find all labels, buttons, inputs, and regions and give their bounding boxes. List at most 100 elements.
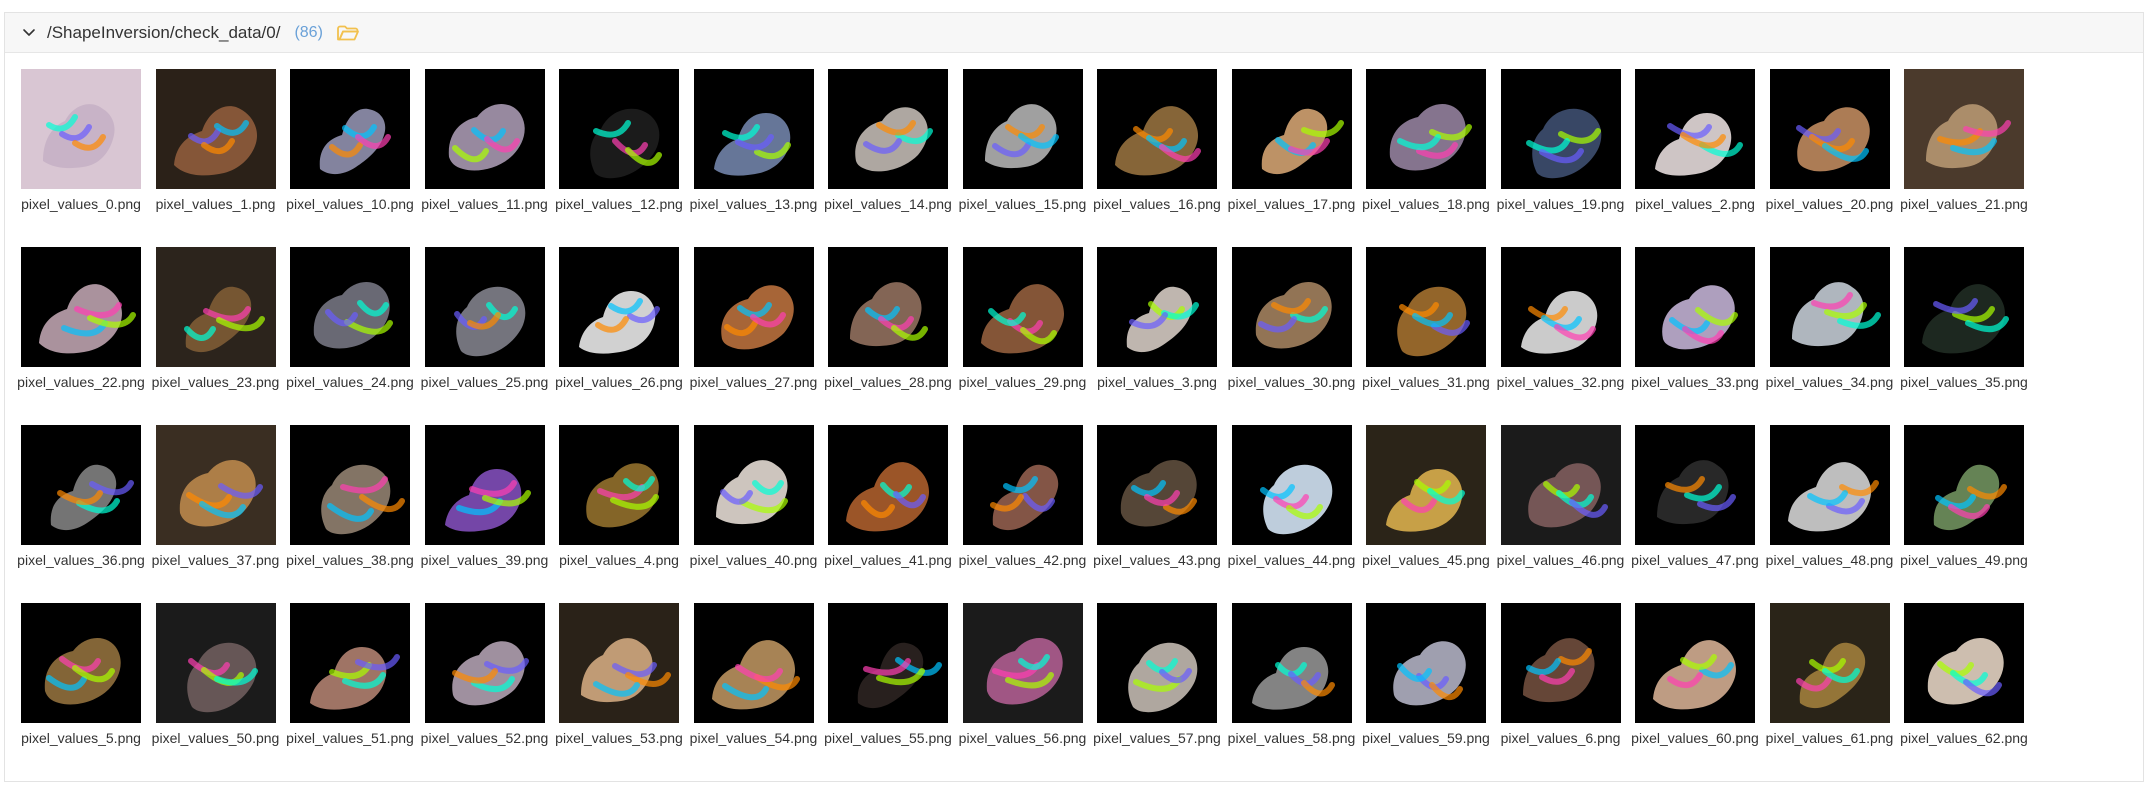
- image-thumbnail[interactable]: [424, 247, 545, 367]
- file-tile[interactable]: pixel_values_31.png: [1362, 247, 1490, 425]
- image-thumbnail[interactable]: [1500, 247, 1621, 367]
- file-tile[interactable]: pixel_values_49.png: [1900, 425, 2028, 603]
- image-thumbnail[interactable]: [962, 247, 1083, 367]
- image-thumbnail[interactable]: [1904, 247, 2024, 367]
- image-thumbnail[interactable]: [693, 425, 814, 545]
- file-tile[interactable]: pixel_values_36.png: [17, 425, 145, 603]
- file-tile[interactable]: pixel_values_62.png: [1900, 603, 2028, 781]
- file-tile[interactable]: pixel_values_22.png: [17, 247, 145, 425]
- image-thumbnail[interactable]: [1231, 603, 1352, 723]
- image-thumbnail[interactable]: [828, 247, 948, 367]
- file-tile[interactable]: pixel_values_11.png: [421, 69, 548, 247]
- image-thumbnail[interactable]: [559, 69, 679, 189]
- image-thumbnail[interactable]: [290, 69, 410, 189]
- image-thumbnail[interactable]: [1366, 425, 1486, 545]
- image-thumbnail[interactable]: [1635, 247, 1755, 367]
- image-thumbnail[interactable]: [828, 603, 948, 723]
- file-tile[interactable]: pixel_values_61.png: [1766, 603, 1893, 781]
- image-thumbnail[interactable]: [155, 247, 276, 367]
- file-tile[interactable]: pixel_values_27.png: [690, 247, 817, 425]
- file-tile[interactable]: pixel_values_25.png: [421, 247, 548, 425]
- image-thumbnail[interactable]: [1769, 69, 1890, 189]
- file-tile[interactable]: pixel_values_54.png: [690, 603, 817, 781]
- image-thumbnail[interactable]: [1231, 425, 1352, 545]
- file-tile[interactable]: pixel_values_24.png: [286, 247, 414, 425]
- file-tile[interactable]: pixel_values_44.png: [1228, 425, 1355, 603]
- file-tile[interactable]: pixel_values_35.png: [1900, 247, 2028, 425]
- file-tile[interactable]: pixel_values_34.png: [1766, 247, 1893, 425]
- image-thumbnail[interactable]: [1097, 247, 1217, 367]
- file-tile[interactable]: pixel_values_2.png: [1635, 69, 1755, 247]
- image-thumbnail[interactable]: [21, 247, 141, 367]
- image-thumbnail[interactable]: [559, 247, 679, 367]
- file-tile[interactable]: pixel_values_50.png: [152, 603, 279, 781]
- file-tile[interactable]: pixel_values_5.png: [21, 603, 141, 781]
- file-tile[interactable]: pixel_values_12.png: [555, 69, 683, 247]
- file-tile[interactable]: pixel_values_40.png: [690, 425, 817, 603]
- file-tile[interactable]: pixel_values_45.png: [1362, 425, 1490, 603]
- file-tile[interactable]: pixel_values_37.png: [152, 425, 279, 603]
- file-tile[interactable]: pixel_values_14.png: [824, 69, 952, 247]
- image-thumbnail[interactable]: [1769, 425, 1890, 545]
- file-tile[interactable]: pixel_values_20.png: [1766, 69, 1893, 247]
- file-tile[interactable]: pixel_values_0.png: [21, 69, 141, 247]
- file-tile[interactable]: pixel_values_28.png: [824, 247, 952, 425]
- file-tile[interactable]: pixel_values_51.png: [286, 603, 414, 781]
- file-tile[interactable]: pixel_values_6.png: [1500, 603, 1621, 781]
- image-thumbnail[interactable]: [1231, 247, 1352, 367]
- file-tile[interactable]: pixel_values_3.png: [1097, 247, 1217, 425]
- chevron-down-icon[interactable]: [21, 25, 37, 41]
- image-thumbnail[interactable]: [693, 247, 814, 367]
- file-tile[interactable]: pixel_values_23.png: [152, 247, 279, 425]
- image-thumbnail[interactable]: [155, 69, 276, 189]
- image-thumbnail[interactable]: [155, 603, 276, 723]
- image-thumbnail[interactable]: [155, 425, 276, 545]
- image-thumbnail[interactable]: [1231, 69, 1352, 189]
- file-tile[interactable]: pixel_values_43.png: [1093, 425, 1221, 603]
- image-thumbnail[interactable]: [21, 69, 141, 189]
- file-tile[interactable]: pixel_values_4.png: [559, 425, 679, 603]
- image-thumbnail[interactable]: [1635, 69, 1755, 189]
- image-thumbnail[interactable]: [1904, 603, 2024, 723]
- open-folder-icon[interactable]: [336, 24, 359, 42]
- image-thumbnail[interactable]: [1500, 69, 1621, 189]
- image-thumbnail[interactable]: [828, 69, 948, 189]
- image-thumbnail[interactable]: [1769, 603, 1890, 723]
- image-thumbnail[interactable]: [1097, 603, 1217, 723]
- image-thumbnail[interactable]: [21, 425, 141, 545]
- file-tile[interactable]: pixel_values_41.png: [824, 425, 952, 603]
- image-thumbnail[interactable]: [1366, 247, 1486, 367]
- image-thumbnail[interactable]: [1635, 425, 1755, 545]
- image-thumbnail[interactable]: [1097, 69, 1217, 189]
- image-thumbnail[interactable]: [424, 69, 545, 189]
- file-tile[interactable]: pixel_values_17.png: [1228, 69, 1355, 247]
- file-tile[interactable]: pixel_values_48.png: [1766, 425, 1893, 603]
- image-thumbnail[interactable]: [962, 603, 1083, 723]
- image-thumbnail[interactable]: [1904, 69, 2024, 189]
- image-thumbnail[interactable]: [1904, 425, 2024, 545]
- image-thumbnail[interactable]: [693, 603, 814, 723]
- image-thumbnail[interactable]: [1500, 425, 1621, 545]
- image-thumbnail[interactable]: [424, 425, 545, 545]
- image-thumbnail[interactable]: [424, 603, 545, 723]
- file-tile[interactable]: pixel_values_33.png: [1631, 247, 1759, 425]
- file-tile[interactable]: pixel_values_42.png: [959, 425, 1086, 603]
- file-tile[interactable]: pixel_values_32.png: [1497, 247, 1624, 425]
- file-tile[interactable]: pixel_values_52.png: [421, 603, 548, 781]
- image-thumbnail[interactable]: [559, 603, 679, 723]
- file-tile[interactable]: pixel_values_29.png: [959, 247, 1086, 425]
- image-thumbnail[interactable]: [1097, 425, 1217, 545]
- image-thumbnail[interactable]: [1769, 247, 1890, 367]
- file-tile[interactable]: pixel_values_15.png: [959, 69, 1086, 247]
- image-thumbnail[interactable]: [1366, 603, 1486, 723]
- image-thumbnail[interactable]: [1366, 69, 1486, 189]
- file-tile[interactable]: pixel_values_18.png: [1362, 69, 1490, 247]
- image-thumbnail[interactable]: [559, 425, 679, 545]
- file-tile[interactable]: pixel_values_10.png: [286, 69, 414, 247]
- file-tile[interactable]: pixel_values_58.png: [1228, 603, 1355, 781]
- image-thumbnail[interactable]: [962, 69, 1083, 189]
- file-tile[interactable]: pixel_values_38.png: [286, 425, 414, 603]
- file-tile[interactable]: pixel_values_55.png: [824, 603, 952, 781]
- image-thumbnail[interactable]: [828, 425, 948, 545]
- file-tile[interactable]: pixel_values_19.png: [1497, 69, 1624, 247]
